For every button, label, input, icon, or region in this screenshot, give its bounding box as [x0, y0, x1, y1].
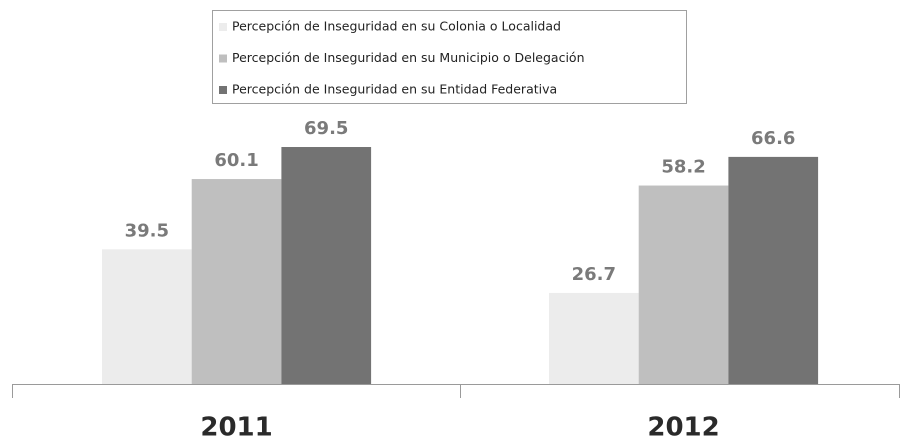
bar — [191, 179, 282, 384]
bar — [281, 147, 372, 384]
legend-swatch — [219, 23, 227, 31]
data-label: 58.2 — [661, 157, 705, 178]
x-tick-label: 2012 — [647, 413, 719, 443]
legend-box — [212, 10, 687, 104]
bar — [549, 292, 639, 384]
legend-swatch — [219, 54, 227, 63]
legend-label: Percepción de Inseguridad en su Municipi… — [232, 50, 585, 65]
data-label: 26.7 — [572, 264, 616, 285]
data-label: 39.5 — [125, 220, 169, 241]
data-label: 66.6 — [751, 128, 795, 149]
data-label: 60.1 — [214, 150, 258, 171]
legend-swatch — [219, 86, 227, 94]
bar — [728, 156, 819, 384]
x-tick-label: 2011 — [200, 413, 272, 443]
bar — [638, 185, 729, 384]
data-label: 69.5 — [304, 118, 348, 139]
legend-label: Percepción de Inseguridad en su Entidad … — [232, 82, 557, 97]
bar — [102, 249, 192, 384]
legend-label: Percepción de Inseguridad en su Colonia … — [232, 19, 561, 34]
